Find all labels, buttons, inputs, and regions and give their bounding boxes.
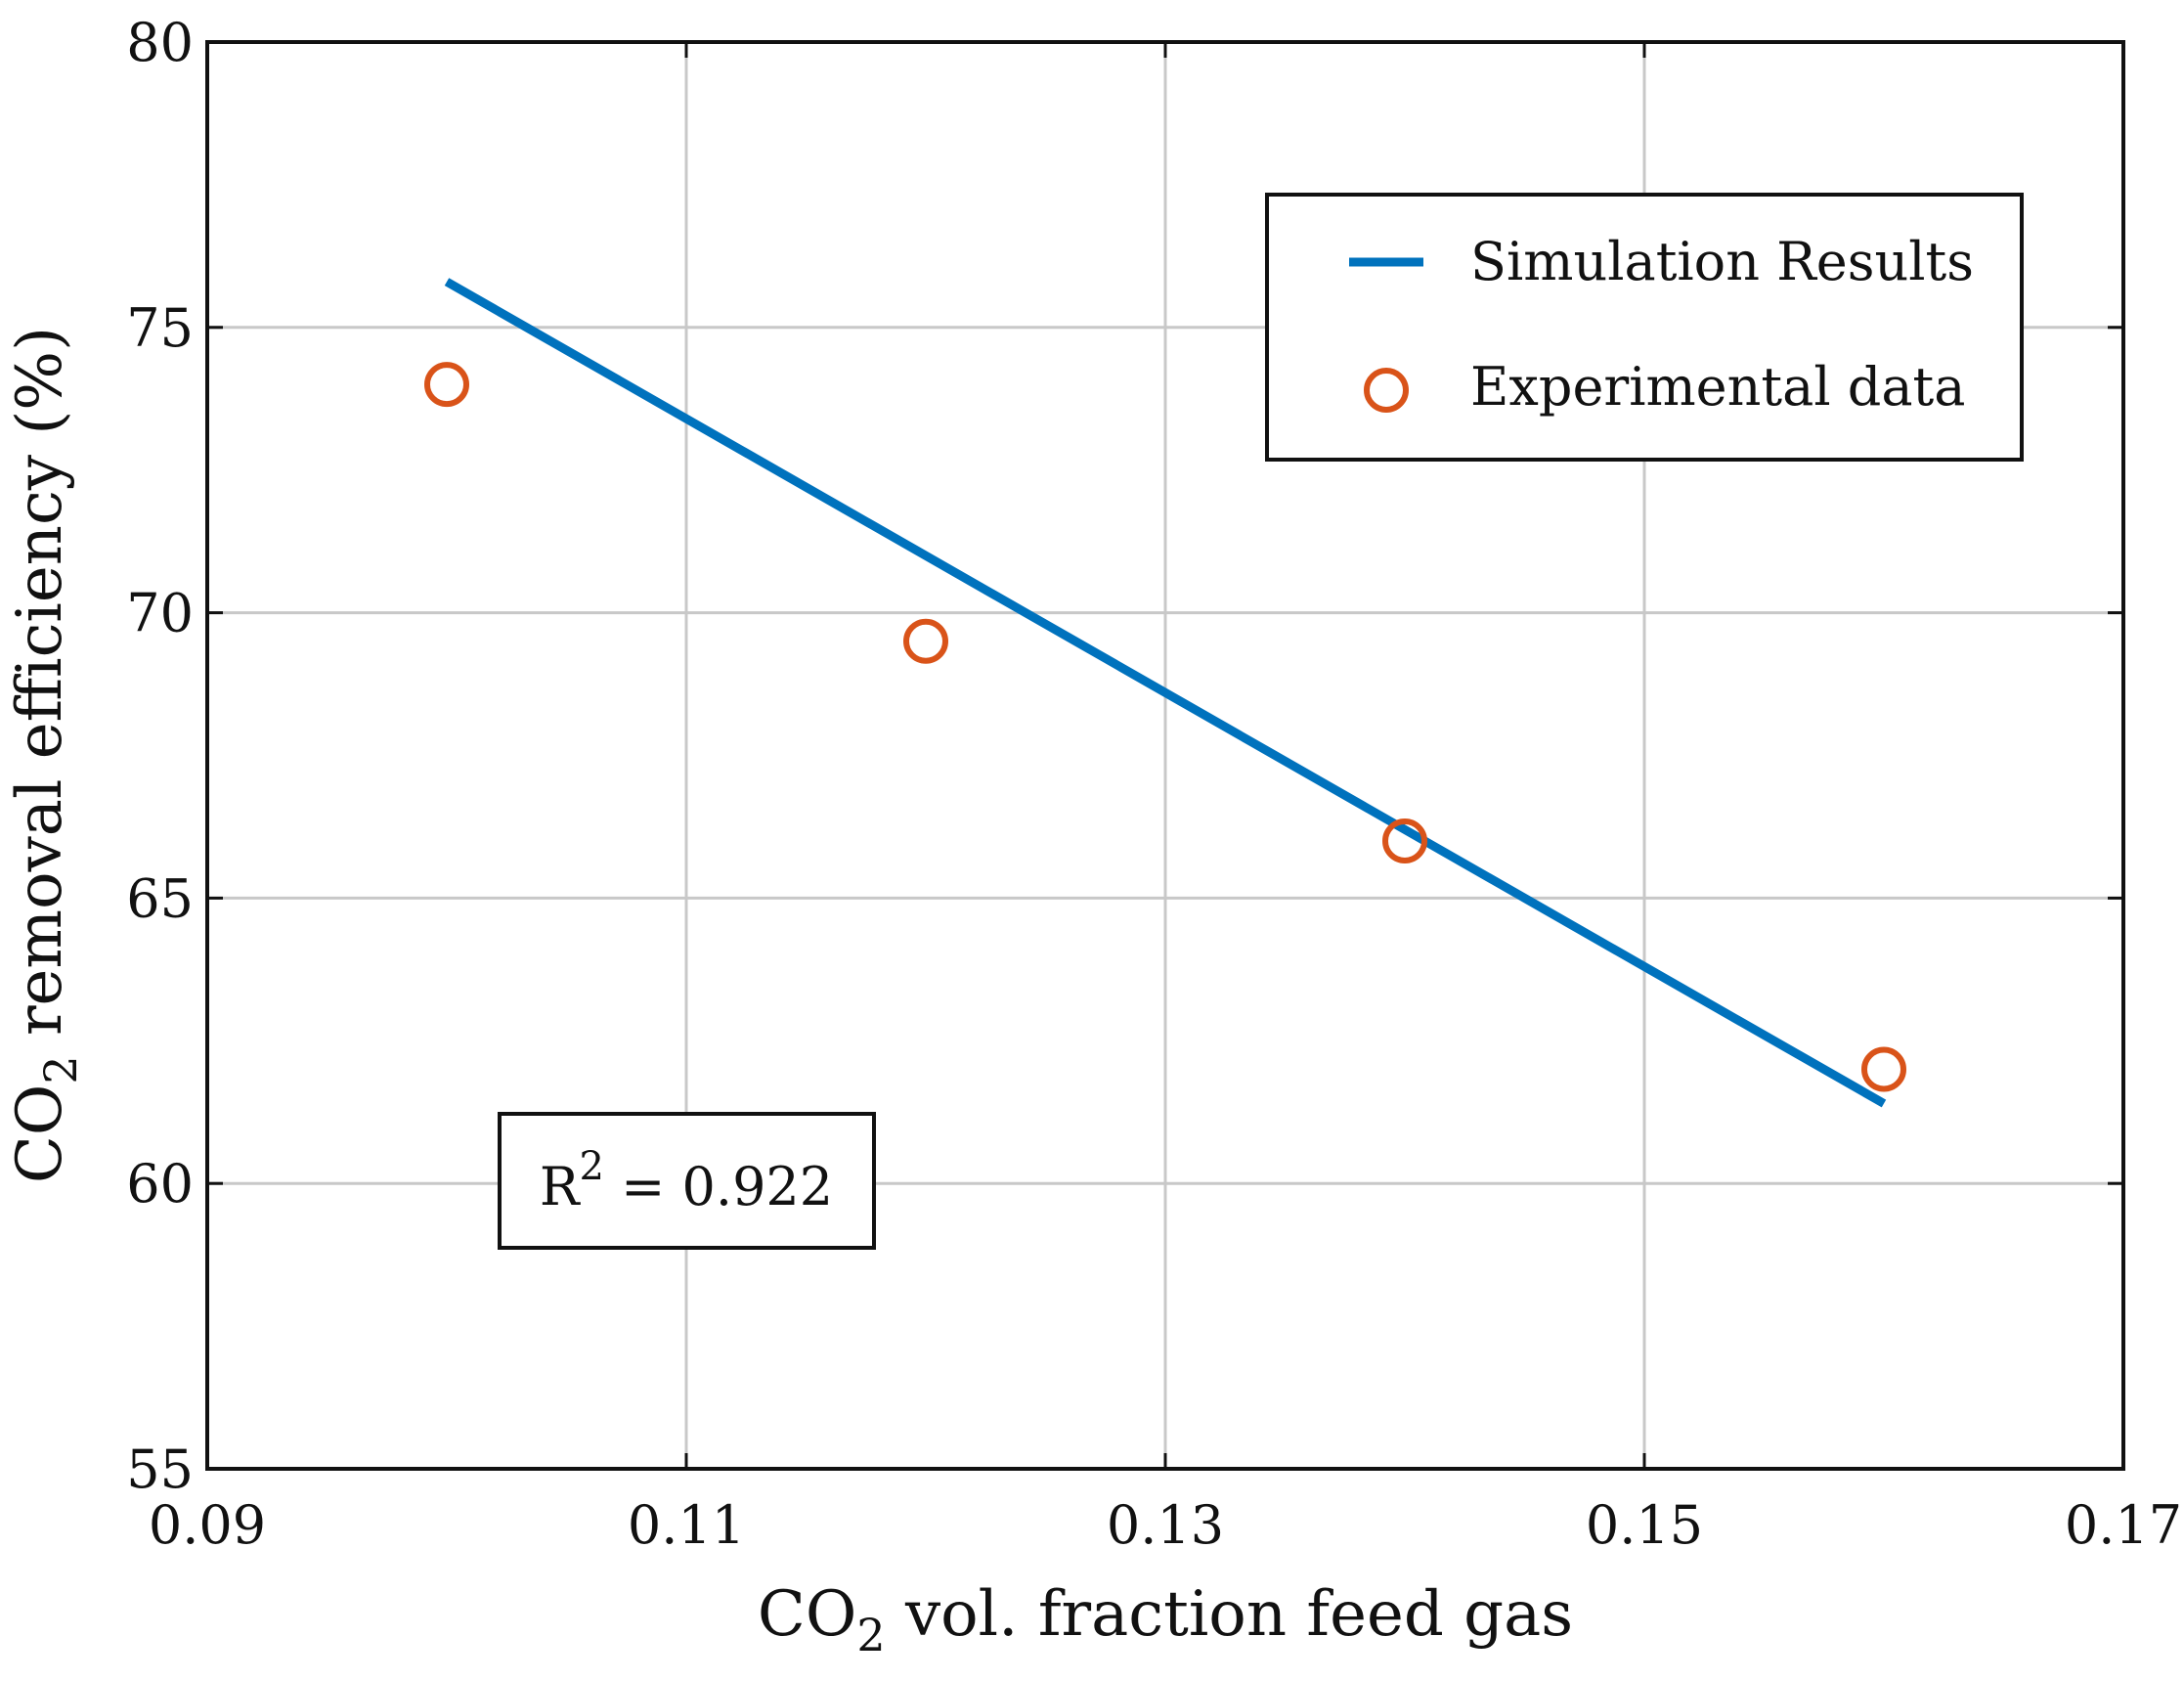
x-tick-label: 0.17 (2065, 1494, 2182, 1556)
r-squared-annotation: R2 = 0.922 (498, 1112, 876, 1250)
y-axis-label: CO2 removal efficiency (%) (4, 327, 87, 1183)
plot-series (424, 278, 1906, 1108)
annotation-box (498, 1112, 876, 1250)
annotation-text: R2 = 0.922 (540, 1144, 833, 1217)
experimental-data-point (903, 618, 948, 664)
axis-ticks: 0.09 0.11 0.13 0.15 0.17 55 60 65 70 75 80 (126, 12, 2182, 1556)
x-tick-label: 0.13 (1107, 1494, 1224, 1556)
x-tick-label: 0.15 (1586, 1494, 1703, 1556)
y-tick-label: 80 (126, 12, 194, 73)
y-tick-label: 55 (126, 1438, 194, 1500)
legend-label-simulation: Simulation Results (1470, 231, 1974, 292)
legend-marker-swatch (1364, 368, 1409, 413)
legend-box (1265, 193, 2024, 462)
y-tick-label: 65 (126, 867, 194, 929)
x-tick-label: 0.11 (628, 1494, 745, 1556)
simulation-results-line (444, 278, 1887, 1108)
y-tick-label: 60 (126, 1153, 194, 1215)
legend: Simulation Results Experimental data (1265, 193, 2024, 462)
y-tick-label: 75 (126, 297, 194, 359)
experimental-data-point (424, 362, 469, 408)
experimental-data-point (1861, 1046, 1906, 1092)
x-axis-label: CO2 vol. fraction feed gas (758, 1578, 1573, 1661)
y-tick-label: 70 (126, 583, 194, 644)
legend-label-experimental: Experimental data (1470, 356, 1965, 418)
experimental-data-point (1382, 818, 1427, 864)
x-tick-label: 0.09 (149, 1494, 266, 1556)
